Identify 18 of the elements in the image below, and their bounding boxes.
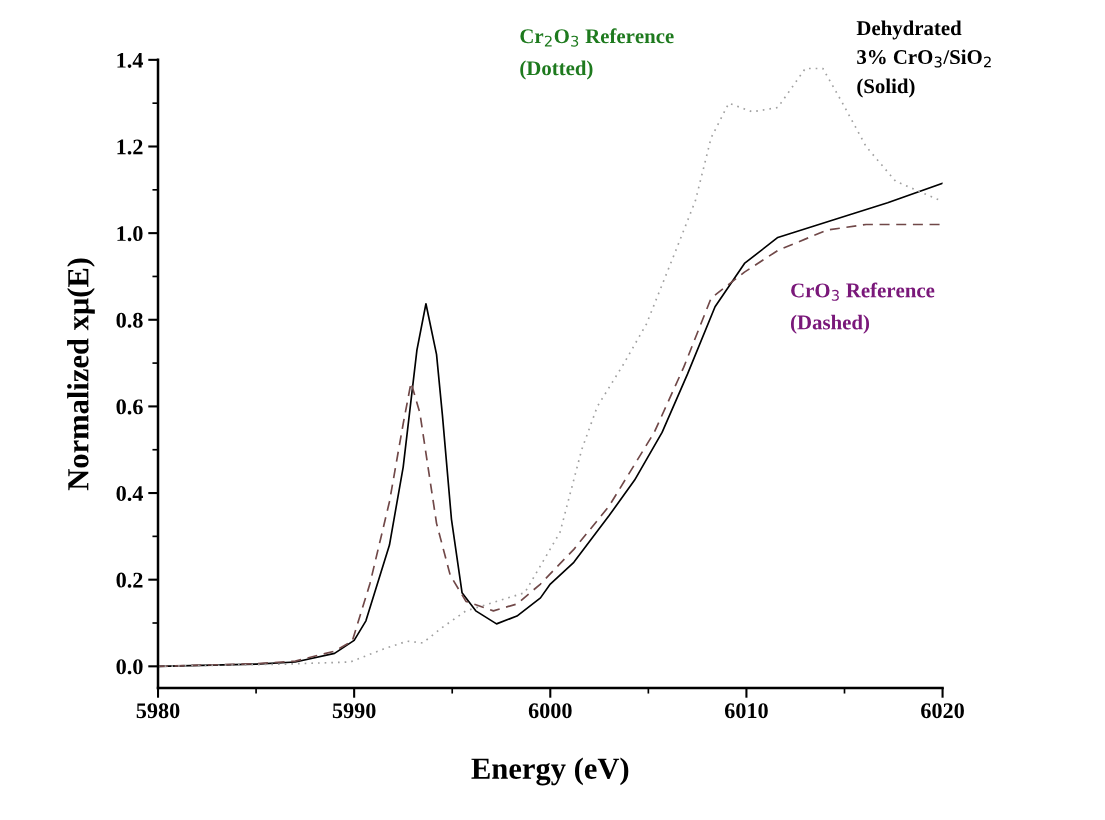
x-tick-label: 5980 <box>136 703 180 719</box>
y-tick-label: 0.0 <box>116 659 143 675</box>
y-tick-label: 0.4 <box>116 485 144 502</box>
x-tick-label: 5990 <box>332 703 376 719</box>
annotation: Cr$_{2}$O$_{3}$ Reference (Dotted) <box>520 28 674 80</box>
x-axis-title: Energy (eV) <box>471 757 629 786</box>
x-tick-label: 6020 <box>921 703 964 719</box>
text: Dehydrated 3% CrO$_{3}$/SiO$_{2}$ (Solid) <box>856 20 991 98</box>
annotation: CrO$_{3}$ Reference (Dashed) <box>790 282 935 334</box>
y-axis-title: Normalized xμ(E) <box>67 258 95 491</box>
x-tick-label: 6010 <box>724 703 768 719</box>
y-tick-label: 0.6 <box>116 399 143 415</box>
y-tick-label: 0.8 <box>116 312 143 328</box>
y-tick-label: 0.2 <box>116 572 143 588</box>
x-tick-label: 6000 <box>528 703 572 719</box>
y-tick-label: 1.4 <box>117 52 144 68</box>
y-tick-label: 1.2 <box>117 139 143 155</box>
y-tick-label: 1.0 <box>117 226 143 242</box>
